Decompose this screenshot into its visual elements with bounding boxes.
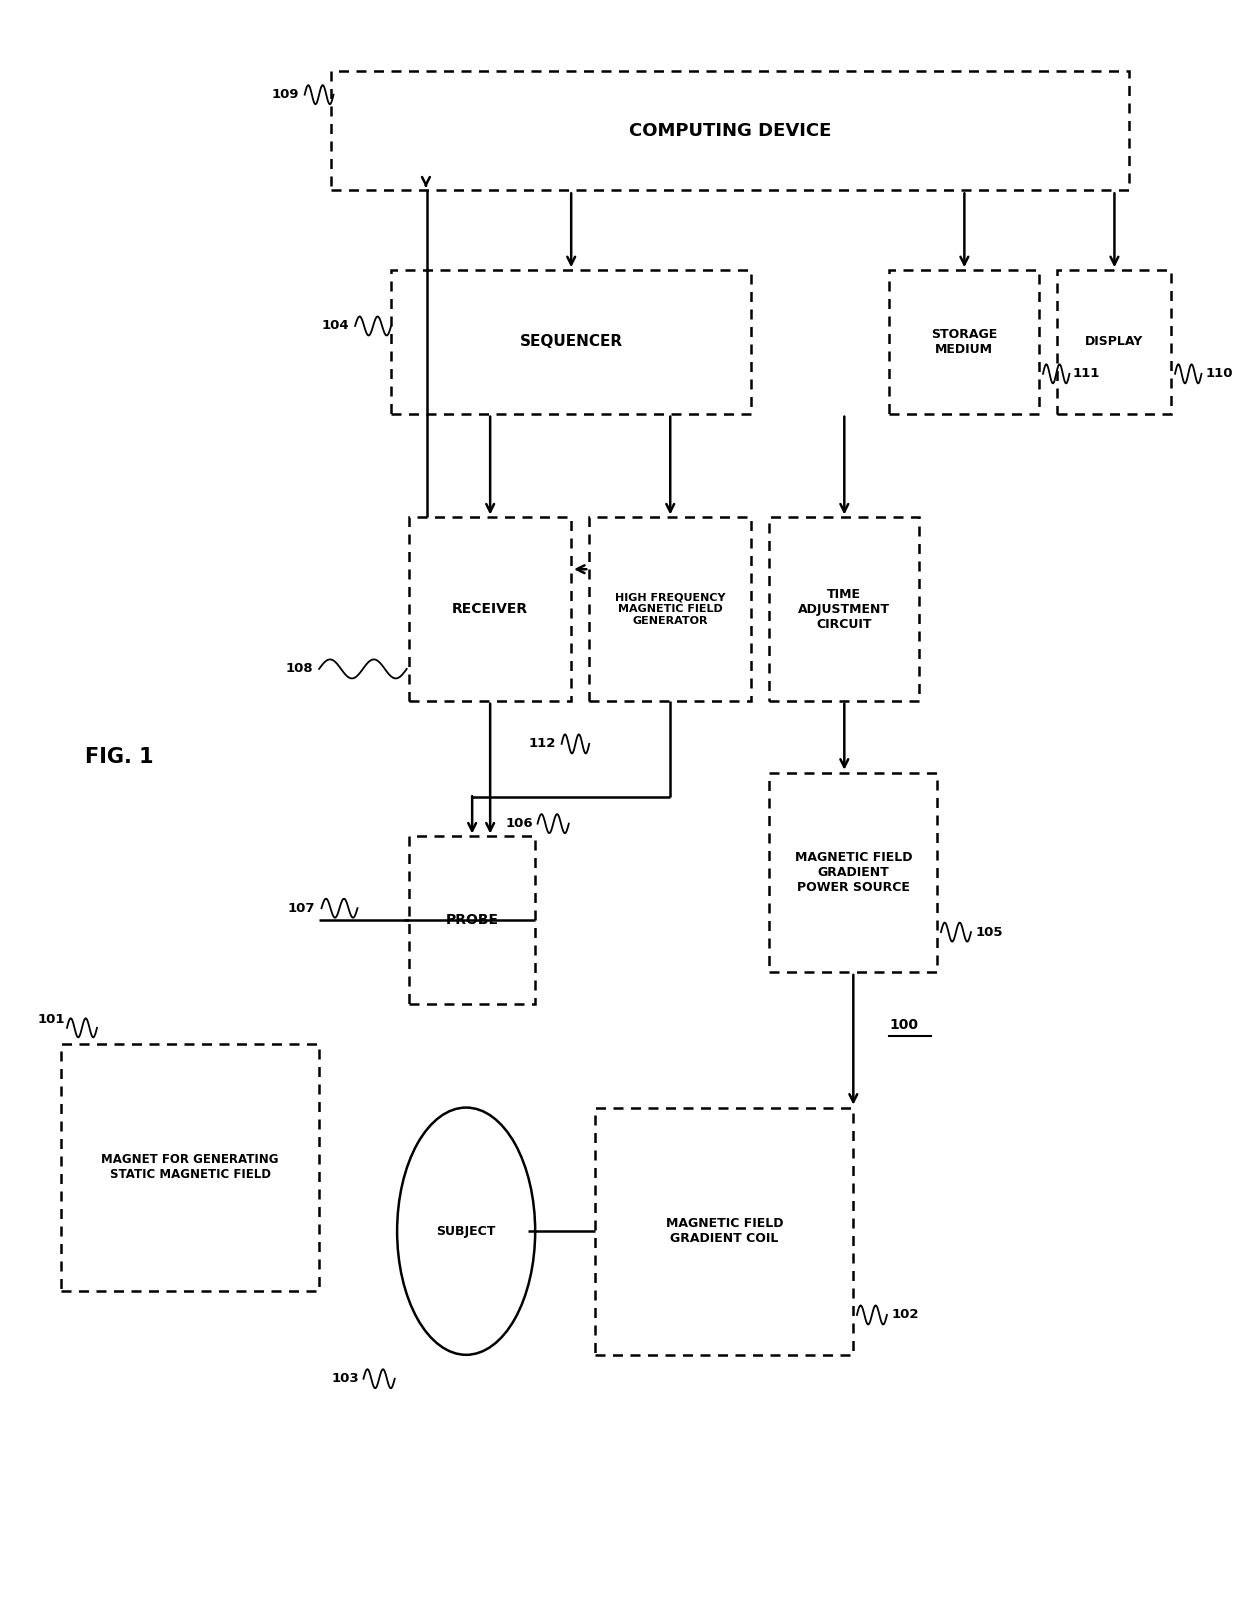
Text: 100: 100	[889, 1017, 919, 1031]
FancyBboxPatch shape	[391, 270, 751, 414]
Text: 110: 110	[1205, 367, 1233, 380]
Text: 109: 109	[272, 88, 299, 101]
Text: COMPUTING DEVICE: COMPUTING DEVICE	[629, 122, 832, 140]
Text: TIME
ADJUSTMENT
CIRCUIT: TIME ADJUSTMENT CIRCUIT	[799, 587, 890, 631]
FancyBboxPatch shape	[61, 1044, 319, 1290]
Text: RECEIVER: RECEIVER	[453, 602, 528, 616]
Text: PROBE: PROBE	[445, 914, 498, 927]
Text: 106: 106	[505, 817, 533, 830]
Text: MAGNET FOR GENERATING
STATIC MAGNETIC FIELD: MAGNET FOR GENERATING STATIC MAGNETIC FI…	[102, 1154, 279, 1181]
FancyBboxPatch shape	[889, 270, 1039, 414]
Text: 108: 108	[285, 663, 312, 676]
Ellipse shape	[397, 1107, 536, 1355]
Text: SEQUENCER: SEQUENCER	[520, 335, 622, 349]
Text: 107: 107	[288, 901, 315, 914]
Text: 105: 105	[976, 925, 1003, 938]
Text: 104: 104	[321, 320, 350, 333]
FancyBboxPatch shape	[1058, 270, 1172, 414]
Text: STORAGE
MEDIUM: STORAGE MEDIUM	[931, 328, 997, 356]
FancyBboxPatch shape	[331, 71, 1130, 190]
Text: DISPLAY: DISPLAY	[1085, 335, 1143, 349]
Text: 102: 102	[892, 1308, 919, 1321]
Text: MAGNETIC FIELD
GRADIENT COIL: MAGNETIC FIELD GRADIENT COIL	[666, 1216, 782, 1245]
FancyBboxPatch shape	[595, 1107, 853, 1355]
FancyBboxPatch shape	[769, 772, 937, 972]
Text: HIGH FREQUENCY
MAGNETIC FIELD
GENERATOR: HIGH FREQUENCY MAGNETIC FIELD GENERATOR	[615, 592, 725, 626]
FancyBboxPatch shape	[769, 518, 919, 702]
Text: 103: 103	[331, 1372, 358, 1385]
FancyBboxPatch shape	[409, 837, 536, 1004]
Text: FIG. 1: FIG. 1	[86, 747, 154, 766]
Text: 112: 112	[528, 737, 556, 750]
Text: SUBJECT: SUBJECT	[436, 1224, 496, 1237]
Text: 101: 101	[37, 1014, 64, 1027]
FancyBboxPatch shape	[589, 518, 751, 702]
FancyBboxPatch shape	[409, 518, 572, 702]
Text: 111: 111	[1073, 367, 1100, 380]
Text: MAGNETIC FIELD
GRADIENT
POWER SOURCE: MAGNETIC FIELD GRADIENT POWER SOURCE	[795, 851, 913, 893]
